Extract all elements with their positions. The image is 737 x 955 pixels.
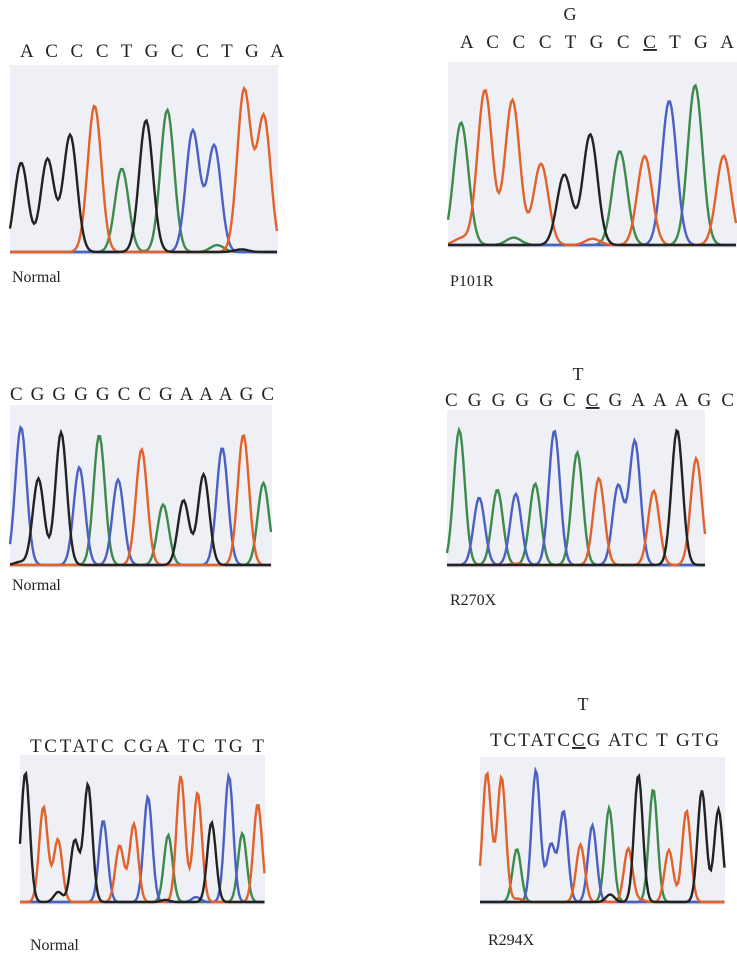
sequence: C G G G G C C G A A A G C <box>445 390 735 411</box>
sample-label: Normal <box>12 577 61 594</box>
chromatogram-panel: G A C C C T G C C T G A P101R <box>448 4 737 290</box>
sequence-part: A C C C T G C <box>460 32 640 53</box>
sequence-part: C <box>643 32 657 53</box>
chromatogram-panel: TCTATC CGA TC TG T Normal <box>20 736 265 954</box>
sequence-part: C <box>586 390 600 411</box>
sequence-part: T G A <box>660 32 735 53</box>
mutation-base: T <box>573 364 584 384</box>
sample-label: R294X <box>488 932 535 949</box>
sequence: C G G G G C C G A A A G C <box>10 384 275 405</box>
mutation-base: T <box>578 694 589 714</box>
sequence-part: C G G G G C <box>445 390 584 411</box>
sequence-part: G ATC T GTG <box>587 730 720 751</box>
mutation-base: G <box>564 4 577 24</box>
sequence: A C C C T G C C T G A <box>20 41 285 62</box>
chromatogram-panel: C G G G G C C G A A A G C Normal <box>10 384 275 594</box>
sequence: TCTATC CGA TC TG T <box>30 736 265 757</box>
figure: A C C C T G C C T G A Normal G A C C C T G … <box>0 0 737 955</box>
sample-label: R270X <box>450 592 497 609</box>
sample-label: Normal <box>30 937 79 954</box>
sequence: A C C C T G C C T G A <box>460 32 735 53</box>
sequence-part: G A A A G C <box>601 390 735 411</box>
sample-label: Normal <box>12 269 61 286</box>
sample-label: P101R <box>450 273 494 290</box>
sequence-part: TCTATC CGA TC TG T <box>30 736 265 757</box>
chromatogram-panel: A C C C T G C C T G A Normal <box>10 41 285 286</box>
chromatogram-panel: T C G G G G C C G A A A G C R270X <box>445 364 735 609</box>
sequence-part: C <box>572 730 586 751</box>
sequence-part: A C C C T G C C T G A <box>20 41 285 62</box>
chromatogram-panel: T TCTATCCG ATC T GTG R294X <box>480 694 725 949</box>
sequence: TCTATCCG ATC T GTG <box>490 730 720 751</box>
sequence-part: TCTATC <box>490 730 571 751</box>
sequence-part: C G G G G C C G A A A G C <box>10 384 275 405</box>
